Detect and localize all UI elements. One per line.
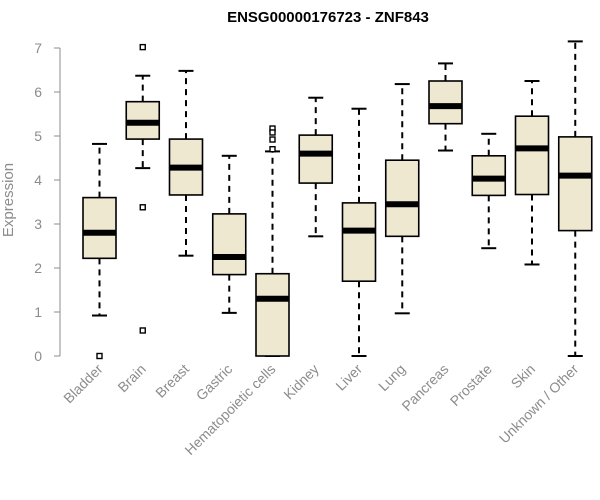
outlier-point: [269, 129, 276, 136]
y-axis-label: Expression: [0, 163, 17, 237]
category-label: Brain: [114, 361, 148, 395]
outlier-point: [139, 204, 146, 211]
category-label: Skin: [508, 361, 539, 392]
category-label: Prostate: [447, 361, 495, 409]
chart-title: ENSG00000176723 - ZNF843: [227, 9, 429, 26]
category-label: Liver: [332, 361, 365, 394]
category-label: Kidney: [280, 361, 322, 403]
iqr-box: [298, 134, 334, 184]
category-label: Pancreas: [398, 361, 451, 414]
box-prostate: [471, 132, 507, 250]
outlier-point: [269, 136, 276, 143]
outlier-point: [139, 327, 146, 334]
box-kidney: [298, 96, 334, 238]
box-breast: [168, 69, 204, 257]
box-skin: [514, 80, 550, 266]
category-label: Bladder: [60, 361, 106, 407]
box-unknown-other: [557, 40, 593, 357]
y-tick-label: 4: [34, 172, 42, 188]
y-tick-label: 3: [34, 216, 42, 232]
box-bladder: [82, 142, 117, 360]
y-tick-label: 1: [34, 304, 42, 320]
iqr-box: [384, 159, 420, 238]
box-lung: [384, 83, 420, 315]
iqr-box: [82, 196, 117, 260]
y-tick-label: 0: [34, 348, 42, 364]
iqr-box: [428, 80, 463, 125]
y-tick-label: 5: [34, 128, 42, 144]
outlier-point: [269, 145, 276, 153]
box-gastric: [211, 154, 247, 314]
box-hematopoietic-cells: [255, 125, 290, 357]
category-label: Unknown / Other: [496, 361, 582, 447]
box-pancreas: [428, 62, 463, 152]
category-label: Gastric: [193, 361, 236, 404]
iqr-box: [211, 213, 247, 276]
category-label: Breast: [152, 361, 192, 401]
outlier-point: [96, 352, 103, 360]
box-brain: [125, 43, 161, 334]
iqr-box: [557, 136, 593, 232]
category-label: Lung: [375, 361, 408, 394]
iqr-box: [341, 202, 377, 283]
iqr-box: [471, 155, 507, 197]
y-tick-label: 2: [34, 260, 42, 276]
boxes-group: [82, 40, 593, 360]
y-tick-label: 7: [34, 40, 42, 56]
box-liver: [341, 107, 377, 357]
iqr-box: [255, 272, 290, 357]
iqr-box: [514, 115, 550, 196]
outlier-point: [139, 43, 146, 51]
y-axis: 0 1 2 3 4 5 6 7: [34, 40, 61, 364]
y-tick-label: 6: [34, 84, 42, 100]
